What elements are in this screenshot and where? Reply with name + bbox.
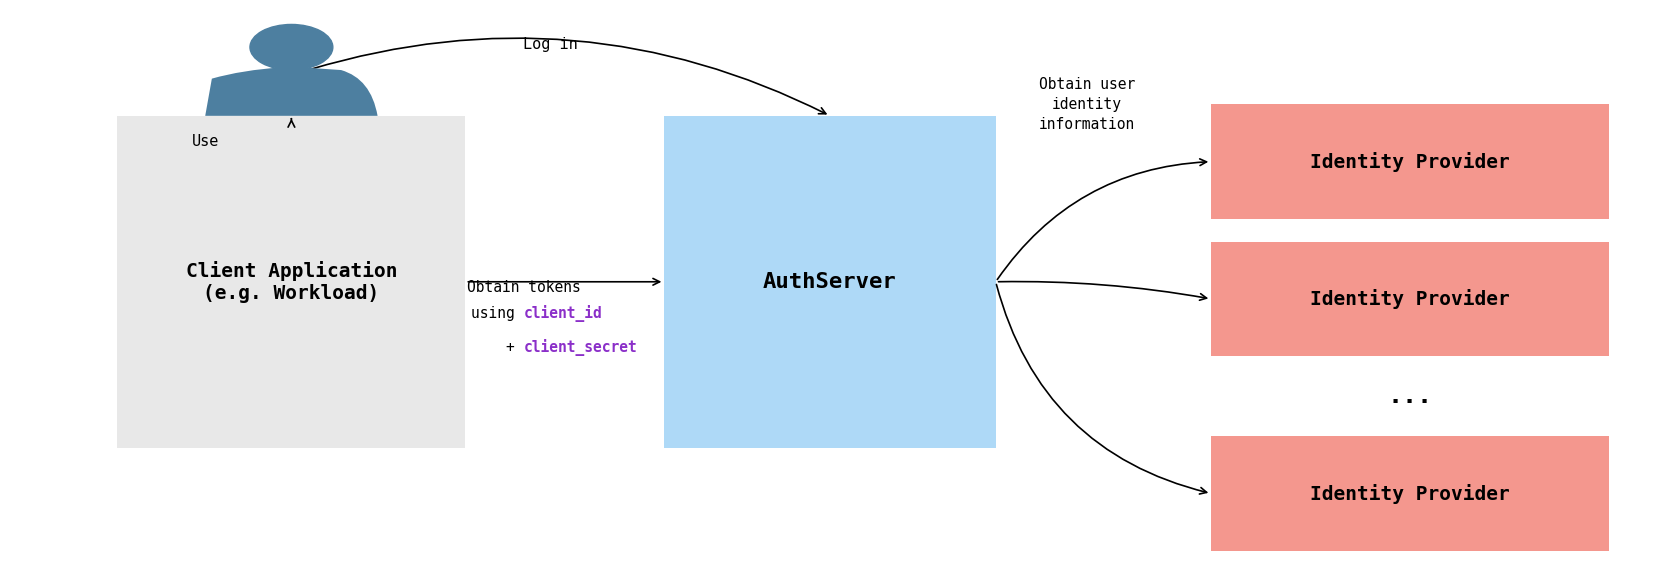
FancyBboxPatch shape — [664, 116, 996, 448]
Ellipse shape — [251, 25, 334, 70]
Text: Use: Use — [193, 134, 219, 149]
Text: Obtain user
identity
information: Obtain user identity information — [1039, 77, 1135, 132]
FancyBboxPatch shape — [118, 116, 465, 448]
Text: AuthServer: AuthServer — [764, 272, 896, 292]
Text: Identity Provider: Identity Provider — [1310, 484, 1511, 504]
Text: client_id: client_id — [523, 305, 603, 322]
Text: Identity Provider: Identity Provider — [1310, 152, 1511, 171]
Text: Identity Provider: Identity Provider — [1310, 289, 1511, 309]
FancyBboxPatch shape — [1212, 242, 1609, 356]
PathPatch shape — [206, 67, 377, 116]
FancyBboxPatch shape — [1212, 105, 1609, 219]
Text: client_secret: client_secret — [523, 339, 637, 356]
Text: Client Application
(e.g. Workload): Client Application (e.g. Workload) — [186, 261, 397, 303]
Text: Obtain tokens: Obtain tokens — [466, 280, 581, 295]
Text: Log in: Log in — [523, 37, 578, 52]
FancyBboxPatch shape — [1212, 436, 1609, 551]
Text: using: using — [471, 306, 523, 321]
Text: ...: ... — [1388, 384, 1433, 408]
Text: +: + — [506, 340, 523, 355]
